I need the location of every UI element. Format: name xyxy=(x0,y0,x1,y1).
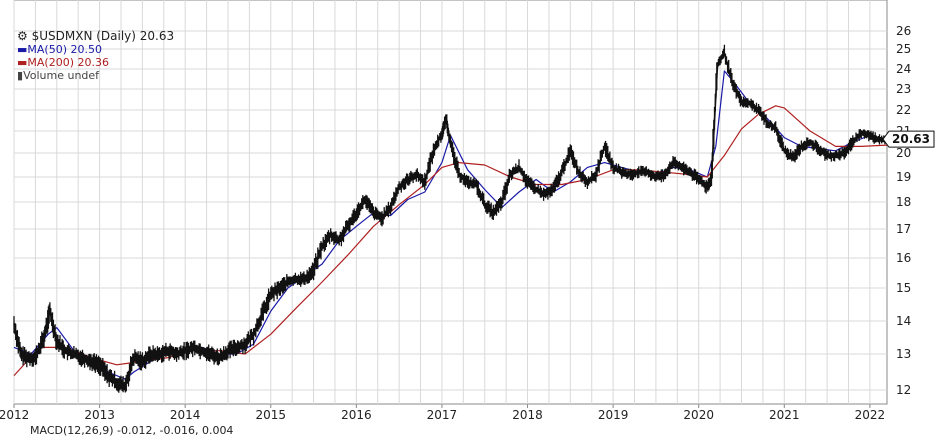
x-tick-label: 2015 xyxy=(255,408,286,422)
x-tick-label: 2012 xyxy=(0,408,29,422)
y-tick-label: 15 xyxy=(896,281,911,295)
x-tick-label: 2019 xyxy=(598,408,629,422)
chart-legend: ⚙ $USDMXN (Daily) 20.63 ▬MA(50) 20.50 ▬M… xyxy=(17,30,174,83)
y-tick-label: 24 xyxy=(896,62,911,76)
x-tick-label: 2018 xyxy=(512,408,543,422)
ma200-line-icon: ▬ xyxy=(17,56,28,69)
x-tick-label: 2016 xyxy=(341,408,372,422)
y-tick-label: 13 xyxy=(896,347,911,361)
legend-volume: ▮Volume undef xyxy=(17,69,100,82)
y-tick-label: 16 xyxy=(896,251,911,265)
legend-ma50: ▬MA(50) 20.50 xyxy=(17,43,102,56)
y-tick-label: 14 xyxy=(896,314,911,328)
x-tick-label: 2013 xyxy=(84,408,115,422)
chart-settings-icon[interactable]: ⚙ xyxy=(17,29,28,43)
grid xyxy=(13,0,888,405)
axes: 2012 2013 2014 2015 2016 2017 2018 2019 2020 2021… xyxy=(0,24,935,422)
y-tick-label: 22 xyxy=(896,103,911,117)
y-tick-label: 18 xyxy=(896,195,911,209)
legend-symbol: ⚙ $USDMXN (Daily) 20.63 xyxy=(17,30,174,43)
volume-bars-icon: ▮ xyxy=(17,69,24,82)
series-lines xyxy=(13,44,888,393)
x-tick-label: 2020 xyxy=(683,408,714,422)
price-bars xyxy=(13,44,887,393)
y-tick-label: 19 xyxy=(896,170,911,184)
legend-ma200: ▬MA(200) 20.36 xyxy=(17,56,109,69)
y-tick-label: 23 xyxy=(896,82,911,96)
ma50-line-icon: ▬ xyxy=(17,43,28,56)
symbol-label: $USDMXN (Daily) 20.63 xyxy=(31,29,175,43)
y-tick-label: 20 xyxy=(896,146,911,160)
y-tick-label: 26 xyxy=(896,24,911,38)
x-tick-label: 2021 xyxy=(769,408,800,422)
last-price-badge xyxy=(882,130,935,148)
macd-label: MACD(12,26,9) -0.012, -0.016, 0.004 xyxy=(30,424,234,437)
last-price-label: 20.63 xyxy=(892,132,930,146)
x-tick-label: 2022 xyxy=(855,408,886,422)
y-tick-label: 25 xyxy=(896,42,911,56)
y-tick-label: 17 xyxy=(896,222,911,236)
y-tick-label: 12 xyxy=(896,383,911,397)
x-tick-label: 2017 xyxy=(427,408,458,422)
x-tick-label: 2014 xyxy=(170,408,201,422)
